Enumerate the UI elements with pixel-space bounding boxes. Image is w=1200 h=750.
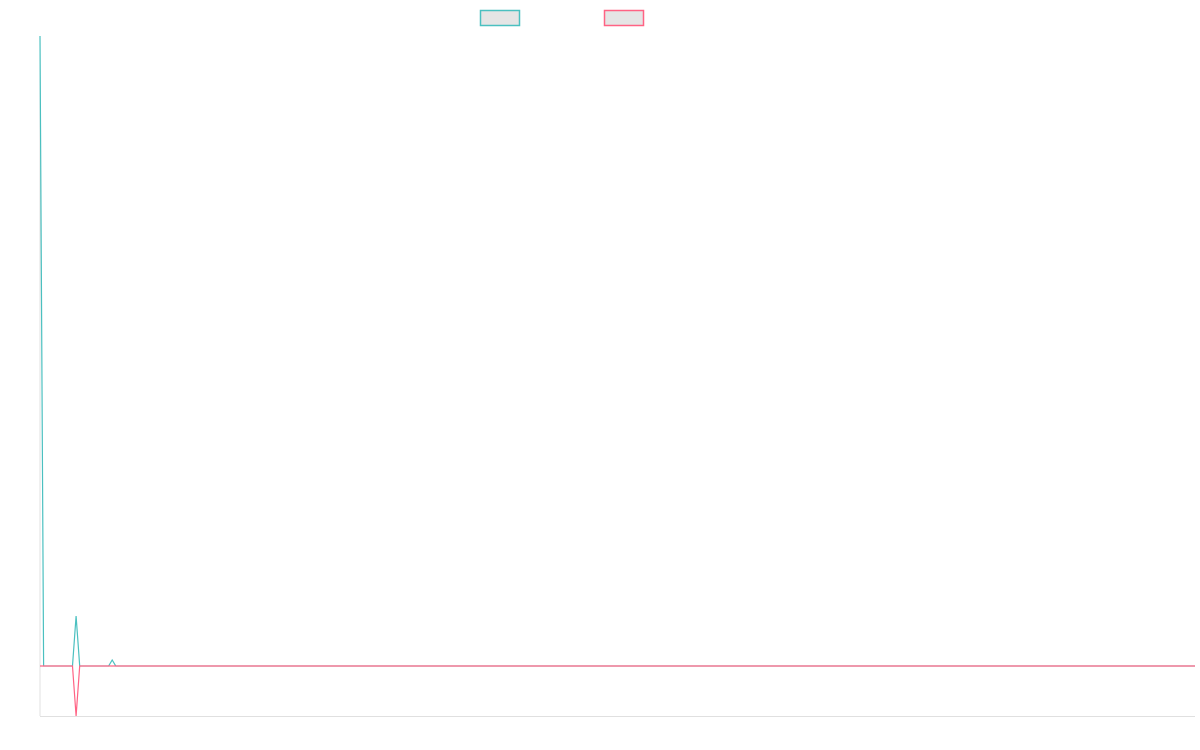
legend-swatch-1[interactable]: [603, 9, 645, 27]
legend: [479, 9, 645, 27]
series-line-0: [39, 35, 1195, 667]
axes: [39, 36, 1195, 717]
series-line-1: [40, 665, 1195, 717]
legend-swatch-0[interactable]: [479, 9, 521, 27]
series-group: [39, 35, 1195, 717]
